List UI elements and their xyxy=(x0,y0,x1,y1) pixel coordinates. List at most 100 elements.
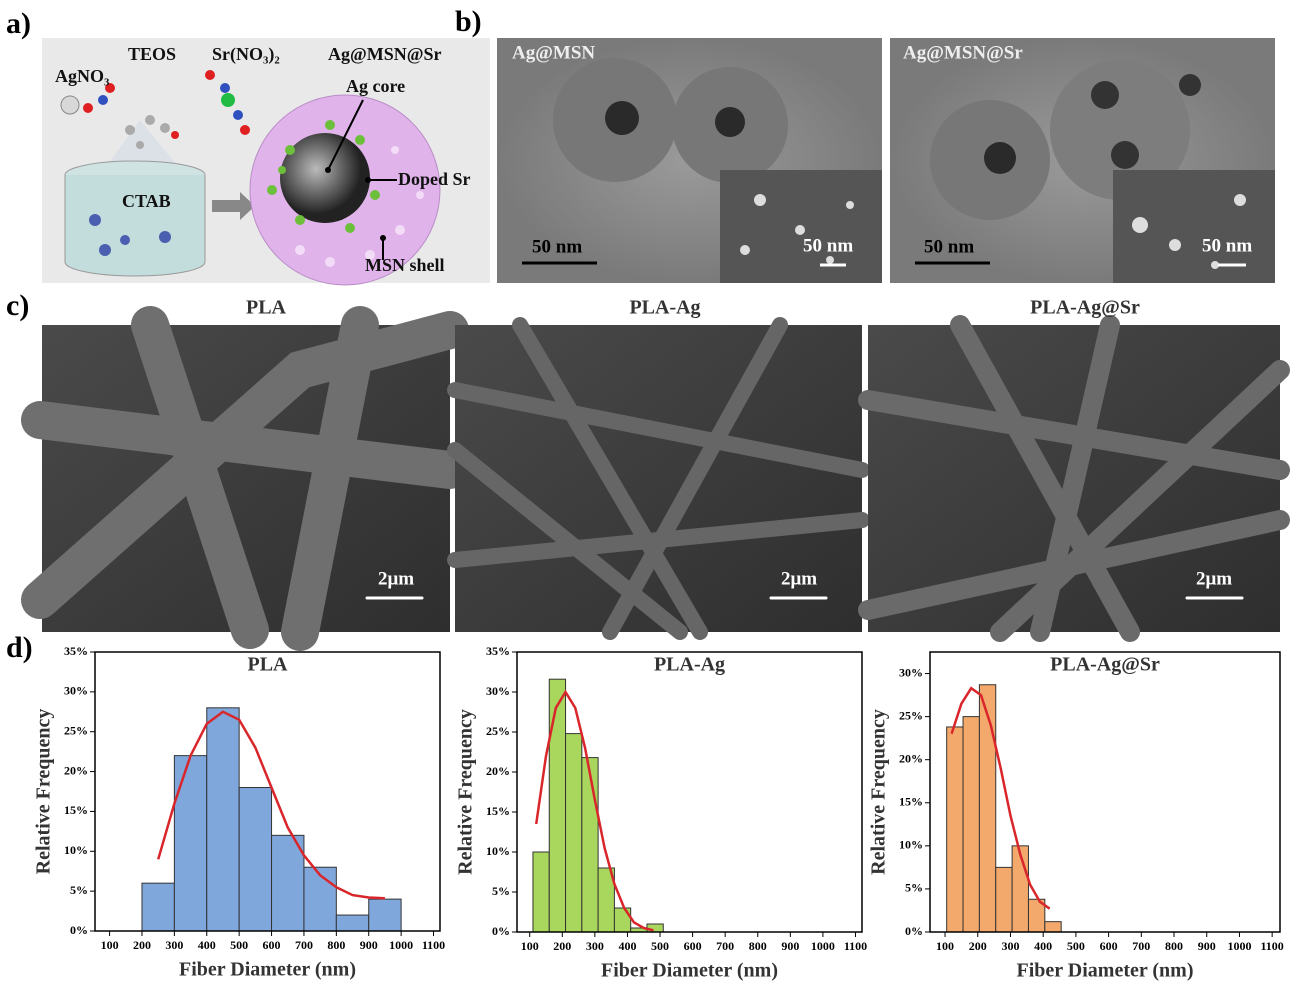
bar xyxy=(1011,845,1029,933)
x-tick-label: 100 xyxy=(936,939,954,953)
y-tick-label: 10% xyxy=(486,844,510,858)
label: Sr(NO₃)₂ xyxy=(212,44,280,65)
y-tick-label: 35% xyxy=(486,644,510,658)
image-title: PLA-Ag@Sr xyxy=(1030,297,1140,319)
plot-frame xyxy=(929,651,1281,933)
panel-label: b) xyxy=(455,5,482,38)
y-tick-label: 20% xyxy=(486,764,510,778)
x-tick-label: 1100 xyxy=(422,938,445,952)
bar xyxy=(238,787,273,932)
x-tick-label: 600 xyxy=(263,938,281,952)
x-tick-label: 600 xyxy=(684,939,702,953)
label: AgNO₃ xyxy=(55,66,110,86)
chart-title: PLA-Ag xyxy=(654,654,725,676)
bar xyxy=(978,684,997,933)
y-tick-label: 0% xyxy=(905,924,923,938)
y-tick-label: 10% xyxy=(64,843,88,857)
x-axis-label: Fiber Diameter (nm) xyxy=(1017,960,1194,982)
x-tick-label: 700 xyxy=(716,939,734,953)
bar xyxy=(548,678,567,933)
y-tick-label: 25% xyxy=(64,723,88,737)
y-tick-label: 20% xyxy=(64,763,88,777)
bar xyxy=(995,866,1013,933)
y-tick-label: 20% xyxy=(899,751,923,765)
x-tick-label: 700 xyxy=(295,938,313,952)
x-tick-label: 200 xyxy=(969,939,987,953)
bar xyxy=(565,733,583,933)
y-tick-label: 5% xyxy=(70,883,88,897)
x-axis-label: Fiber Diameter (nm) xyxy=(601,960,778,982)
bar xyxy=(646,923,664,933)
image-title: PLA xyxy=(246,297,287,319)
plot-frame xyxy=(516,651,863,933)
scale-label: 50 nm xyxy=(924,236,974,257)
x-tick-label: 500 xyxy=(230,938,248,952)
y-tick-label: 30% xyxy=(899,665,923,679)
image-title: PLA-Ag xyxy=(629,297,700,319)
y-tick-label: 15% xyxy=(64,803,88,817)
fit-curve xyxy=(156,710,385,900)
bar xyxy=(962,716,980,933)
chart-title: PLA xyxy=(248,654,289,676)
x-tick-label: 800 xyxy=(1165,939,1183,953)
x-tick-label: 100 xyxy=(521,939,539,953)
panel-label: c) xyxy=(6,289,29,322)
label: TEOS xyxy=(128,44,176,64)
bar xyxy=(532,851,550,933)
x-tick-label: 200 xyxy=(133,938,151,952)
y-tick-label: 15% xyxy=(486,804,510,818)
x-tick-label: 300 xyxy=(1001,939,1019,953)
fit-curve xyxy=(534,689,654,932)
scale-label: 2μm xyxy=(1196,568,1232,589)
y-tick-label: 5% xyxy=(905,881,923,895)
y-tick-label: 30% xyxy=(64,684,88,698)
y-tick-label: 0% xyxy=(70,923,88,937)
image-label: Ag@MSN@Sr xyxy=(903,42,1023,63)
bar xyxy=(946,726,964,933)
image-label: Ag@MSN xyxy=(512,42,595,63)
y-tick-label: 15% xyxy=(899,795,923,809)
x-tick-label: 1000 xyxy=(389,938,413,952)
tem-image xyxy=(497,38,1275,283)
bar xyxy=(613,907,632,933)
label: CTAB xyxy=(122,191,171,211)
panel-label: a) xyxy=(6,7,31,40)
schematic xyxy=(42,38,490,286)
x-tick-label: 1100 xyxy=(844,939,867,953)
x-tick-label: 500 xyxy=(1067,939,1085,953)
bar xyxy=(368,898,402,932)
x-tick-label: 1000 xyxy=(1227,939,1251,953)
bar xyxy=(271,834,305,932)
bar xyxy=(173,755,208,932)
bar xyxy=(206,707,240,932)
x-tick-label: 300 xyxy=(586,939,604,953)
bar xyxy=(1044,921,1062,933)
bar xyxy=(303,866,337,932)
x-tick-label: 400 xyxy=(198,938,216,952)
y-tick-label: 0% xyxy=(492,924,510,938)
x-tick-label: 200 xyxy=(553,939,571,953)
label: Ag core xyxy=(346,76,405,96)
y-tick-label: 30% xyxy=(486,684,510,698)
x-tick-label: 800 xyxy=(327,938,345,952)
x-tick-label: 800 xyxy=(749,939,767,953)
fit-curve xyxy=(950,686,1051,910)
scale-label: 50 nm xyxy=(532,236,582,257)
label: Doped Sr xyxy=(398,169,471,189)
x-tick-label: 300 xyxy=(165,938,183,952)
y-axis-label: Relative Frequency xyxy=(868,709,890,875)
label: MSN shell xyxy=(365,255,445,275)
x-tick-label: 500 xyxy=(651,939,669,953)
x-axis-label: Fiber Diameter (nm) xyxy=(179,959,356,981)
x-tick-label: 700 xyxy=(1132,939,1150,953)
sem-image xyxy=(21,306,1290,651)
bar xyxy=(141,882,175,932)
x-tick-label: 900 xyxy=(781,939,799,953)
scale-label: 50 nm xyxy=(1202,235,1252,256)
x-tick-label: 400 xyxy=(1034,939,1052,953)
bar xyxy=(335,914,370,932)
x-tick-label: 100 xyxy=(101,938,119,952)
scale-label: 50 nm xyxy=(803,235,853,256)
plot-frame xyxy=(94,651,441,932)
